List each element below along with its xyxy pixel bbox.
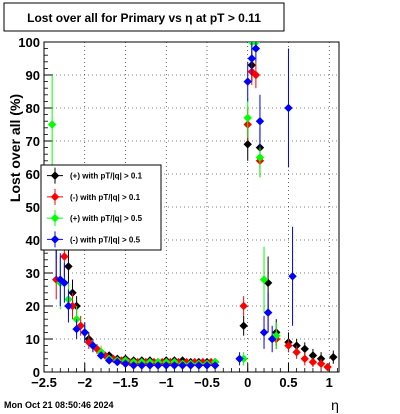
data-point [64,301,73,311]
data-point [153,361,163,370]
series-4 [52,42,297,370]
data-point [284,341,293,350]
legend-marker [50,235,60,244]
y-tick-label: 50 [26,200,40,215]
y-tick-label: 30 [26,266,40,281]
y-tick-label: 10 [26,332,40,347]
legend: (+) with pT/|q| > 0.1 (-) with pT/|q| > 0… [40,164,162,251]
legend-label: (+) with pT/|q| > 0.5 [70,214,143,223]
legend-label: (-) with pT/|q| > 0.1 [70,193,141,202]
data-point [60,252,69,261]
data-point [316,359,326,368]
x-tick-label: −0.5 [194,375,220,390]
timestamp: Mon Oct 21 08:50:46 2024 [4,400,114,410]
x-axis-label: η [331,397,339,413]
data-point [267,334,277,344]
data-point [255,153,265,162]
data-point [300,354,309,363]
data-point [145,361,155,370]
data-point [259,328,269,337]
data-point [329,352,338,362]
x-tick-label: −2 [77,375,92,390]
data-point [263,308,273,317]
y-tick-label: 40 [26,233,40,248]
x-tick-label: −1 [159,375,174,390]
data-point [60,278,69,288]
data-point [104,356,114,365]
legend-label: (+) with pT/|q| > 0.1 [70,172,143,181]
data-point [292,341,301,350]
chart-title: Lost over all for Primary vs η at pT > 0… [27,11,261,25]
data-point [76,321,85,330]
data-point [113,357,122,367]
data-point [255,117,265,126]
data-point [121,359,130,368]
data-point [239,301,248,311]
data-point [300,344,309,354]
data-point [80,328,89,337]
data-point [170,361,179,370]
data-point [243,113,252,123]
data-point [88,341,98,350]
data-point [96,351,106,360]
legend-marker [50,213,60,223]
legend-label: (-) with pT/|q| > 0.5 [70,235,141,244]
data-points [47,42,338,372]
data-point [64,262,73,271]
data-point [239,321,248,330]
y-tick-label: 80 [26,101,40,116]
y-tick-label: 60 [26,167,40,182]
data-point [292,348,301,357]
legend-marker [50,192,60,202]
data-point [137,361,146,370]
data-point [243,140,252,149]
data-point [72,324,81,334]
data-point [323,362,332,372]
data-point [202,361,212,370]
data-point [288,272,297,281]
data-point [186,361,195,370]
data-point [247,54,257,63]
data-point [210,361,220,370]
x-tick-label: 0 [244,375,251,390]
x-tick-label: −2.5 [31,375,57,390]
data-point [308,351,318,360]
legend-marker [50,171,60,180]
legend-box [40,164,162,251]
data-point [251,44,261,53]
data-point [178,361,187,370]
series-group [47,42,338,372]
x-tick-label: 0.5 [279,375,297,390]
y-tick-label: 100 [18,35,40,50]
data-point [235,354,244,363]
data-point [251,70,261,80]
x-axis: −2.5 −2 −1.5 −1 −0.5 0 0.5 1 [31,363,338,390]
x-tick-label: −1.5 [113,375,139,390]
data-point [243,77,252,86]
data-point [129,361,138,370]
data-point [162,361,171,370]
title-box [3,2,285,32]
data-point [308,357,318,367]
data-point [194,361,204,370]
data-point [47,120,57,129]
y-tick-label: 90 [26,68,40,83]
y-tick-label: 70 [26,134,40,149]
data-point [259,275,269,284]
y-axis-label: Lost over all (%) [7,94,23,202]
y-tick-label: 0 [33,365,40,380]
x-tick-label: 1 [326,375,333,390]
data-point [284,103,293,113]
y-tick-label: 20 [26,299,40,314]
